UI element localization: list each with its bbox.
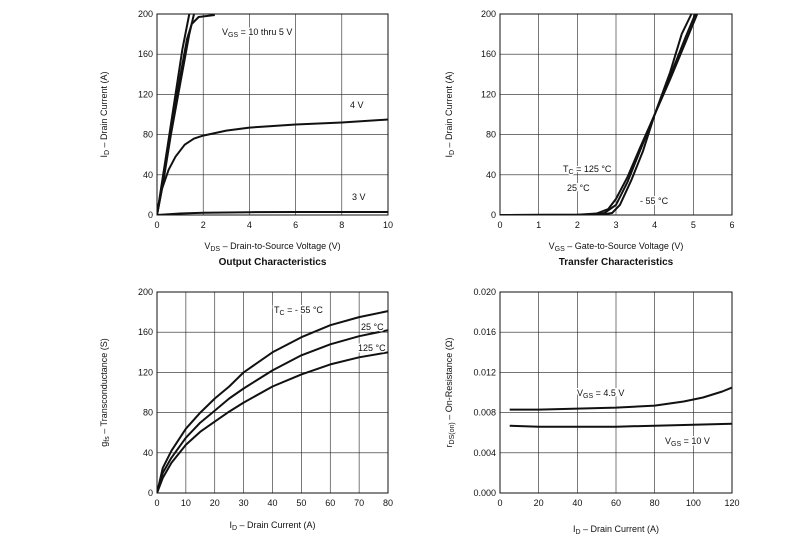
chart-4: 0 20 40 60 80 100 120 0.000 0.004 0.008 0.012 0.016… bbox=[444, 287, 740, 536]
y-tick-label: 0 bbox=[491, 210, 496, 220]
x-tick-label: 0 bbox=[497, 220, 502, 230]
series-line-2 bbox=[157, 329, 388, 493]
x-tick-label: 2 bbox=[575, 220, 580, 230]
series-line-3 bbox=[500, 13, 693, 215]
series-line-5 bbox=[157, 211, 388, 215]
y-tick-label: 40 bbox=[143, 448, 153, 458]
chart-1: 0 2 4 6 8 10 0 40 80 120 160 200 VGS = 10 thru 5 V 4 … bbox=[99, 9, 393, 268]
y-tick-label: 0 bbox=[148, 488, 153, 498]
x-axis-label: ID – Drain Current (A) bbox=[229, 520, 315, 532]
y-tick-label: 120 bbox=[138, 89, 153, 99]
plot-frame bbox=[499, 13, 733, 216]
x-tick-label: 0 bbox=[154, 498, 159, 508]
x-tick-label: 6 bbox=[729, 220, 734, 230]
x-tick-label: 4 bbox=[652, 220, 657, 230]
x-tick-label: 4 bbox=[247, 220, 252, 230]
series-line-1 bbox=[157, 310, 388, 493]
x-tick-label: 10 bbox=[181, 498, 191, 508]
y-axis-label: ID – Drain Current (A) bbox=[444, 71, 456, 157]
y-tick-label: 80 bbox=[143, 130, 153, 140]
x-tick-label: 40 bbox=[267, 498, 277, 508]
x-tick-label: 0 bbox=[154, 220, 159, 230]
curve-annotation: TC = 125 °C bbox=[563, 164, 612, 176]
x-tick-label: 2 bbox=[201, 220, 206, 230]
x-axis-label: VDS – Drain-to-Source Voltage (V) bbox=[204, 241, 340, 253]
series-line-2 bbox=[509, 422, 732, 428]
y-tick-label: 0.012 bbox=[473, 367, 496, 377]
x-tick-label: 80 bbox=[383, 498, 393, 508]
series-line-1 bbox=[500, 13, 699, 215]
curve-annotation: VGS = 4.5 V bbox=[577, 388, 624, 400]
x-tick-label: 70 bbox=[354, 498, 364, 508]
x-tick-label: 60 bbox=[325, 498, 335, 508]
curve-annotation: - 55 °C bbox=[640, 196, 669, 206]
curve-annotation: 4 V bbox=[350, 100, 364, 110]
y-tick-label: 0.000 bbox=[473, 488, 496, 498]
series-line-3 bbox=[157, 351, 388, 493]
y-tick-label: 0.008 bbox=[473, 408, 496, 418]
y-tick-label: 160 bbox=[481, 49, 496, 59]
y-axis-label: gfs – Transconductance (S) bbox=[99, 338, 111, 447]
y-tick-label: 40 bbox=[143, 170, 153, 180]
x-tick-label: 20 bbox=[534, 498, 544, 508]
y-tick-label: 80 bbox=[486, 130, 496, 140]
y-tick-label: 120 bbox=[481, 89, 496, 99]
x-axis-label: ID – Drain Current (A) bbox=[573, 524, 659, 536]
x-tick-label: 8 bbox=[339, 220, 344, 230]
x-tick-label: 80 bbox=[650, 498, 660, 508]
chart-title: Output Characteristics bbox=[219, 257, 327, 268]
x-tick-label: 30 bbox=[239, 498, 249, 508]
y-axis-label: ID – Drain Current (A) bbox=[99, 71, 111, 157]
x-axis-label: VGS – Gate-to-Source Voltage (V) bbox=[549, 241, 684, 253]
y-tick-label: 80 bbox=[143, 408, 153, 418]
y-tick-label: 0 bbox=[148, 210, 153, 220]
chart-2: 0 1 2 3 4 5 6 0 40 80 120 160 200 TC = 125 °C 25 °C - 5… bbox=[444, 9, 735, 268]
y-tick-label: 200 bbox=[481, 9, 496, 19]
curve-annotation: 3 V bbox=[352, 192, 366, 202]
y-axis-label: rDS(on) – On-Resistance (Ω) bbox=[444, 338, 456, 448]
x-tick-label: 1 bbox=[536, 220, 541, 230]
curve-annotation: 25 °C bbox=[361, 322, 384, 332]
y-tick-label: 160 bbox=[138, 49, 153, 59]
x-tick-label: 6 bbox=[293, 220, 298, 230]
y-tick-label: 160 bbox=[138, 327, 153, 337]
y-tick-label: 40 bbox=[486, 170, 496, 180]
curve-annotation: VGS = 10 thru 5 V bbox=[222, 27, 292, 39]
x-tick-label: 3 bbox=[613, 220, 618, 230]
x-tick-label: 100 bbox=[686, 498, 701, 508]
x-tick-label: 40 bbox=[572, 498, 582, 508]
chart-title: Transfer Characteristics bbox=[559, 257, 674, 268]
curve-annotation: 25 °C bbox=[567, 183, 590, 193]
curve-annotation: VGS = 10 V bbox=[665, 436, 710, 448]
curve-annotation: 125 °C bbox=[358, 343, 386, 353]
series-line-2 bbox=[157, 14, 215, 215]
series-line-2 bbox=[500, 13, 697, 215]
x-tick-label: 10 bbox=[383, 220, 393, 230]
plot-frame bbox=[156, 291, 389, 494]
chart-3: 0 10 20 30 40 50 60 70 80 0 40 80 120 160 200 TC = - 55… bbox=[99, 287, 393, 532]
y-tick-label: 200 bbox=[138, 287, 153, 297]
x-tick-label: 50 bbox=[296, 498, 306, 508]
x-tick-label: 5 bbox=[691, 220, 696, 230]
y-tick-label: 0.020 bbox=[473, 287, 496, 297]
curve-annotation: TC = - 55 °C bbox=[274, 305, 323, 317]
series-line-4 bbox=[157, 118, 388, 215]
x-tick-label: 60 bbox=[611, 498, 621, 508]
y-tick-label: 120 bbox=[138, 367, 153, 377]
x-tick-label: 120 bbox=[724, 498, 739, 508]
y-tick-label: 200 bbox=[138, 9, 153, 19]
y-tick-label: 0.004 bbox=[473, 448, 496, 458]
plot-frame bbox=[156, 13, 389, 216]
x-tick-label: 0 bbox=[497, 498, 502, 508]
series-line-1 bbox=[509, 386, 732, 411]
plot-frame bbox=[499, 291, 733, 494]
y-tick-label: 0.016 bbox=[473, 327, 496, 337]
x-tick-label: 20 bbox=[210, 498, 220, 508]
